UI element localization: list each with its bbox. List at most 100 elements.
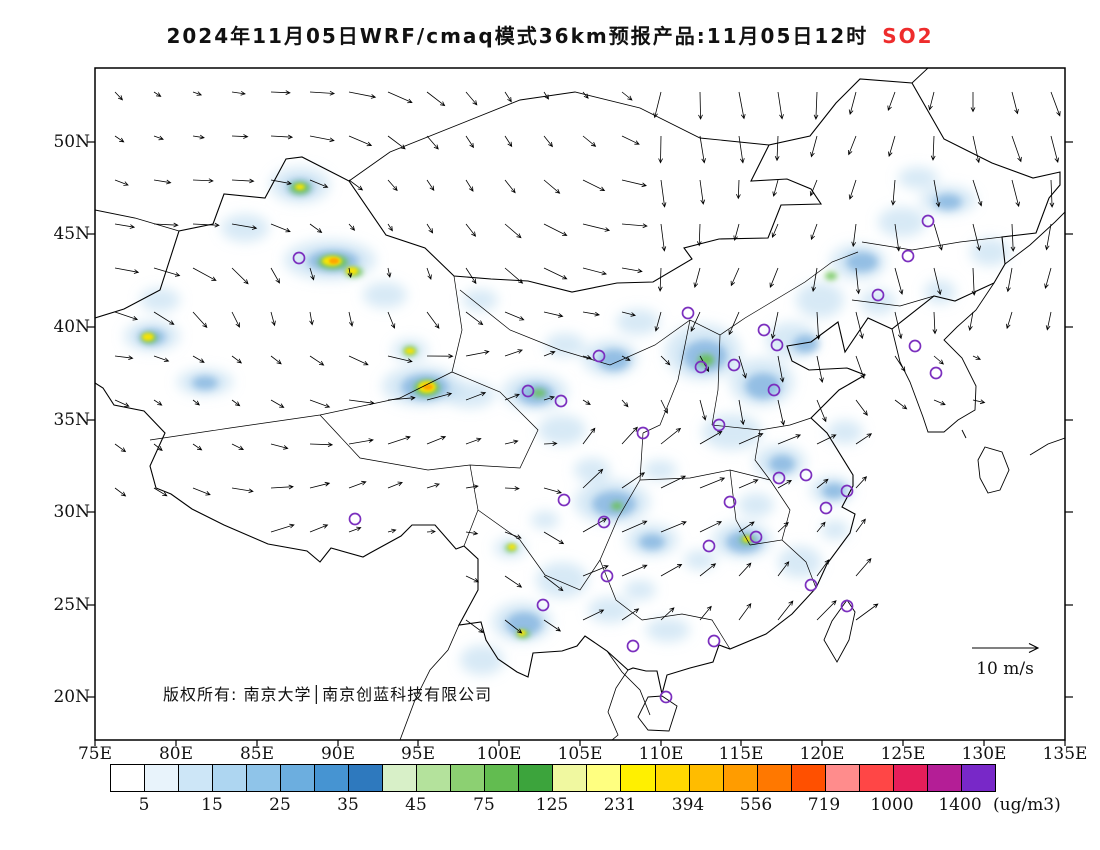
lon-label: 95E [400, 744, 436, 764]
colorbar-segment [519, 765, 554, 791]
lon-label: 110E [638, 744, 684, 764]
station-circle [712, 418, 726, 432]
colorbar-segment [553, 765, 588, 791]
wind-vector-layer [114, 90, 1061, 634]
so2-patch [405, 348, 415, 354]
station-circle [921, 214, 935, 228]
forecast-title-text: 2024年11月05日WRF/cmaq模式36km预报产品:11月05日12时 [166, 24, 869, 48]
lat-label: 40N [53, 317, 90, 337]
colorbar-tick-label: 1000 [870, 795, 914, 815]
colorbar-segment [621, 765, 656, 791]
lon-label: 90E [320, 744, 356, 764]
station-circle [348, 512, 362, 526]
southeast-asia-borders [399, 624, 651, 740]
lat-label: 20N [53, 687, 90, 707]
lon-label: 105E [557, 744, 603, 764]
lat-label: 30N [53, 502, 90, 522]
latitude-axis: 50N 45N 40N 35N 30N 25N 20N [46, 0, 90, 850]
so2-patch [462, 289, 498, 311]
so2-patch [532, 389, 546, 397]
so2-patch [616, 309, 660, 335]
colorbar-segment [315, 765, 350, 791]
station-circle [840, 599, 854, 613]
colorbar-tick-label: 45 [405, 795, 427, 815]
colorbar-segment [757, 765, 792, 791]
so2-patch [536, 562, 588, 598]
forecast-title: 2024年11月05日WRF/cmaq模式36km预报产品:11月05日12时 S… [0, 20, 1100, 49]
lon-label: 135E [1042, 744, 1088, 764]
colorbar-segment [961, 765, 995, 791]
colorbar-segment [383, 765, 418, 791]
so2-shading-yellow-layer [142, 184, 751, 636]
so2-patch [423, 384, 433, 390]
station-marker-layer [292, 214, 943, 704]
station-circle [871, 288, 885, 302]
so2-patch [970, 238, 1010, 266]
colorbar-tick-label: 125 [535, 795, 569, 815]
so2-patch [646, 618, 690, 642]
station-circle [536, 598, 550, 612]
station-circle [929, 366, 943, 380]
lat-label: 50N [53, 132, 90, 152]
so2-patch [460, 645, 504, 675]
station-circle [702, 539, 716, 553]
colorbar-segment [213, 765, 248, 791]
colorbar-segment [485, 765, 520, 791]
wind-vectors-path [114, 90, 1061, 634]
lon-label: 85E [239, 744, 275, 764]
station-circle [840, 484, 854, 498]
kazakhstan-border [95, 209, 180, 232]
station-circle [554, 394, 568, 408]
japan-outline [961, 429, 1065, 494]
so2-patch [598, 349, 630, 371]
colorbar-segment [825, 765, 860, 791]
colorbar-segment [111, 765, 146, 791]
station-circle [819, 501, 833, 515]
so2-patch [363, 282, 407, 308]
so2-patch [624, 580, 656, 600]
so2-patch [588, 597, 632, 623]
lon-label: 115E [718, 744, 764, 764]
station-circle [592, 349, 606, 363]
so2-patch [822, 483, 846, 499]
station-circle [727, 358, 741, 372]
colorbar-segment [587, 765, 622, 791]
colorbar-tick-label: 5 [138, 795, 150, 815]
so2-patch [295, 184, 305, 190]
so2-patch [769, 455, 795, 473]
so2-patch [531, 511, 559, 529]
colorbar-segment [349, 765, 384, 791]
station-circle [626, 639, 640, 653]
colorbar-tick-label: 394 [671, 795, 705, 815]
china-border-outline [95, 78, 1061, 695]
so2-patch [142, 333, 154, 341]
so2-patch [934, 194, 962, 210]
colorbar-segment [247, 765, 282, 791]
so2-patch [821, 520, 849, 540]
colorbar-tick-label: 719 [807, 795, 841, 815]
so2-patch [140, 288, 180, 312]
colorbar-segment [791, 765, 826, 791]
so2-patch [639, 534, 665, 550]
copyright-text: 版权所有: 南京大学│南京创蓝科技有限公司 [163, 685, 493, 704]
so2-patch [643, 460, 677, 480]
colorbar-segment [689, 765, 724, 791]
so2-shading-green-layer [141, 182, 837, 638]
lon-label: 80E [158, 744, 194, 764]
so2-patch [702, 414, 762, 450]
colorbar-segment [281, 765, 316, 791]
hainan-outline [637, 695, 678, 732]
station-circle [707, 634, 721, 648]
so2-patch [745, 373, 781, 399]
station-circle [694, 360, 708, 374]
colorbar-segment [451, 765, 486, 791]
korea-outline [891, 282, 995, 433]
station-circle [901, 249, 915, 263]
axis-ticks [87, 141, 1073, 746]
so2-patch [846, 252, 878, 272]
so2-patch [860, 289, 896, 315]
station-circle [292, 251, 306, 265]
colorbar-tick-label: 25 [269, 795, 291, 815]
